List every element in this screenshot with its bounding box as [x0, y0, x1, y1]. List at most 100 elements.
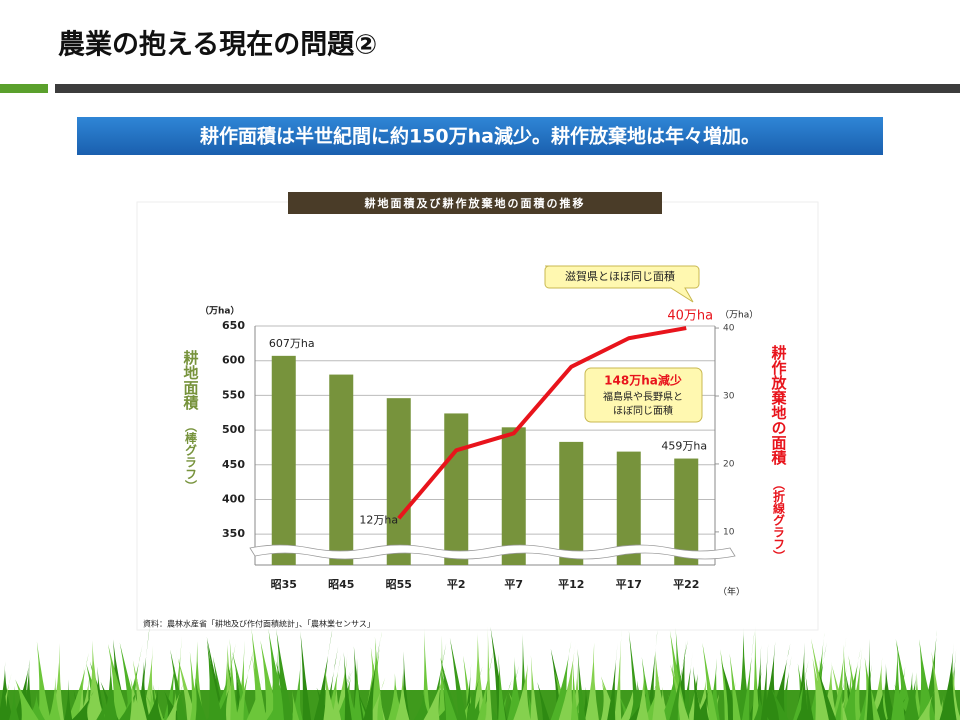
grass-blade	[530, 655, 538, 720]
y-tick-label: 650	[222, 319, 245, 332]
grass-blade	[632, 680, 650, 720]
grass-blade	[464, 662, 472, 720]
grass-blade	[352, 657, 362, 720]
grass-blade	[423, 667, 447, 720]
grass-blade	[918, 639, 936, 720]
grass-blade	[931, 651, 944, 720]
grass-blade	[490, 626, 507, 720]
grass-blade	[805, 675, 814, 720]
annotation: 148万ha減少	[604, 373, 682, 388]
chart-panel	[136, 201, 819, 631]
grass-blade	[770, 687, 789, 720]
x-tick-label: 平22	[673, 578, 699, 591]
grass-blade	[513, 656, 531, 720]
grass-blade	[206, 686, 227, 720]
grass-blade	[537, 682, 550, 720]
grass-blade	[206, 640, 224, 720]
grass-blade	[849, 647, 863, 720]
y2-tick-label: 20	[723, 459, 735, 469]
bar	[444, 413, 469, 565]
grass-blade	[36, 641, 51, 720]
grass-blade	[729, 653, 741, 720]
y-unit: （万ha）	[200, 306, 239, 317]
grass-blade	[275, 660, 294, 720]
bar	[271, 355, 296, 565]
source: 資料：農林水産省「耕地及び作付面積統計」、「農林業センサス」	[143, 619, 375, 629]
grass-blade	[577, 648, 586, 720]
line	[397, 326, 687, 520]
grass-blade	[363, 639, 381, 720]
chart-title-bar	[288, 192, 662, 214]
grass-blade	[794, 642, 809, 720]
grass-blade	[0, 661, 9, 720]
grass-blade	[119, 642, 140, 720]
x-tick-label: 昭45	[328, 578, 354, 591]
grass-blade	[918, 687, 936, 720]
grass-blade	[334, 670, 351, 720]
grass-blade	[435, 693, 456, 720]
grass-blade	[843, 644, 851, 720]
grass-blade	[194, 677, 207, 720]
bar	[386, 398, 411, 565]
grass-blade	[164, 691, 184, 720]
grass-blade	[628, 630, 642, 720]
grass-blade	[680, 650, 693, 720]
grass-blade	[103, 660, 118, 720]
grass-blade	[367, 677, 386, 720]
line-label: 12万ha	[359, 513, 398, 526]
grass-blade	[607, 642, 618, 720]
header-accent	[0, 84, 48, 93]
grass-blade	[9, 685, 19, 720]
grass-blade	[570, 660, 579, 720]
grass-blade	[170, 649, 187, 720]
grass-blade	[132, 660, 147, 720]
grass-blade	[921, 630, 938, 720]
grass-blade	[177, 658, 198, 720]
grass-blade	[190, 641, 205, 720]
grass-blade	[614, 629, 622, 720]
callout	[584, 367, 703, 423]
grass-blade	[130, 683, 138, 720]
bar	[329, 374, 354, 565]
grass-blade	[232, 651, 251, 720]
grass-blade	[323, 667, 337, 720]
grass-blade	[15, 679, 39, 720]
grass-blade	[71, 690, 94, 720]
grass-blade	[145, 685, 162, 720]
grass-blade	[821, 661, 838, 720]
grass-blade	[585, 642, 599, 720]
y-tick-label: 350	[222, 527, 245, 540]
grass-blade	[672, 640, 688, 720]
bar-label: 459万ha	[661, 440, 707, 453]
grass-blade	[229, 638, 238, 720]
grass-blade	[294, 651, 302, 720]
grass-blade	[374, 636, 384, 720]
axis-break	[249, 544, 736, 560]
grass-blade	[477, 650, 494, 720]
grass	[0, 625, 960, 720]
x-tick-label: 昭55	[386, 578, 412, 591]
annotation: ほぼ同じ面積	[613, 404, 673, 417]
grass-blade	[641, 656, 654, 720]
y2-tick-label: 30	[723, 391, 735, 401]
grass-blade	[895, 638, 914, 720]
bar	[559, 441, 584, 565]
grass-blade	[108, 644, 131, 720]
grass-blade	[96, 693, 109, 720]
grass-blade	[48, 677, 61, 720]
grass-blade	[629, 689, 636, 720]
callout	[544, 265, 700, 303]
grass-blade	[335, 666, 354, 720]
banner-text: 耕作面積は半世紀間に約150万ha減少。耕作放棄地は年々増加。	[200, 125, 760, 148]
grass-blade	[645, 629, 658, 720]
grass-blade	[421, 694, 428, 720]
grass-blade	[796, 682, 810, 720]
grass-blade	[422, 628, 431, 720]
grass-blade	[206, 636, 225, 720]
grass-blade	[78, 665, 85, 720]
grass-blade	[64, 679, 73, 720]
grass-blade	[866, 638, 874, 720]
grass-blade	[558, 641, 576, 720]
grass-blade	[752, 625, 760, 720]
grass-blade	[527, 693, 538, 720]
